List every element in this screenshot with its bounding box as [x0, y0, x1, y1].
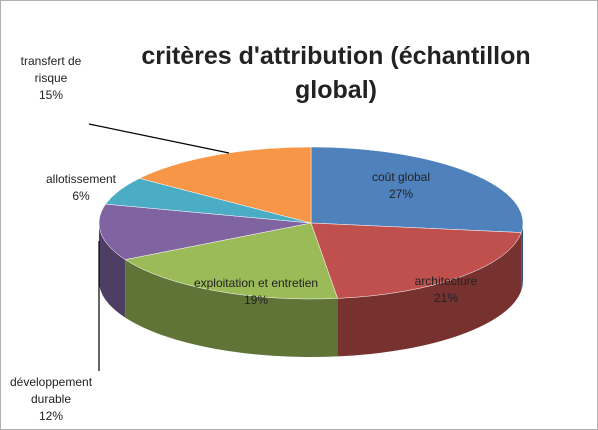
category-label: transfert de risque: [20, 54, 82, 85]
slice-side: [125, 259, 338, 357]
slice: [98, 203, 312, 260]
value-label: 15%: [38, 88, 64, 102]
value-label: 12%: [38, 409, 64, 423]
value-label: 6%: [72, 189, 90, 203]
category-label: coût global: [371, 170, 431, 184]
slice: [138, 146, 312, 224]
slice-side: [521, 223, 523, 291]
value-label: 19%: [243, 293, 269, 307]
slice: [310, 146, 524, 233]
chart-title: critères d'attribution (échantillon glob…: [141, 42, 531, 104]
category-label: développement durable: [9, 375, 93, 406]
category-label: exploitation et entretien: [193, 276, 319, 290]
leader-line: [88, 123, 230, 154]
category-label: allotissement: [45, 172, 117, 186]
slice-side: [99, 223, 126, 318]
slice-side: [337, 232, 522, 357]
slice: [310, 222, 522, 299]
value-label: 27%: [388, 187, 414, 201]
category-label: architecture: [414, 274, 478, 288]
value-label: 21%: [433, 291, 459, 305]
slice: [124, 222, 338, 300]
